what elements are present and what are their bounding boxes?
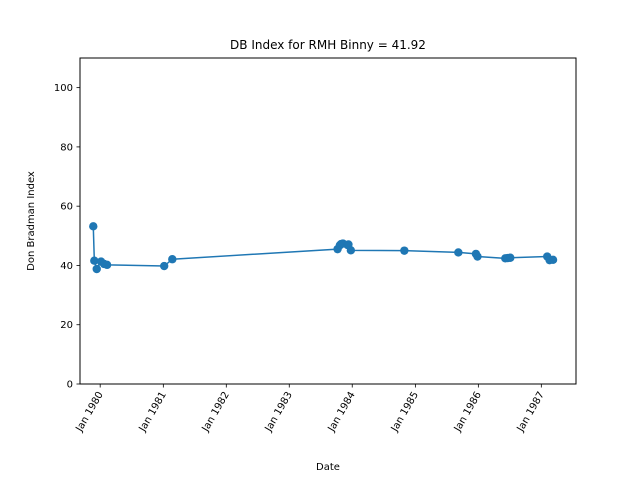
data-point [89,222,98,231]
plot-area [89,222,558,274]
data-point [92,264,101,274]
y-tick-label: 40 [60,261,73,272]
y-tick-label: 100 [54,83,73,94]
data-point [90,256,99,265]
y-tick-label: 0 [67,380,73,391]
chart-title: DB Index for RMH Binny = 41.92 [230,38,426,52]
data-point [102,260,112,270]
data-point [168,255,177,264]
data-point [473,252,482,261]
data-point [506,253,515,262]
data-point [346,246,356,255]
y-tick-label: 60 [60,202,73,213]
y-tick-label: 20 [60,320,73,331]
x-axis-label: Date [316,462,340,473]
data-point [400,246,409,255]
y-axis-label: Don Bradman Index [26,171,37,271]
data-point [548,255,558,265]
data-point [159,261,169,271]
y-tick-label: 80 [60,142,73,153]
plot-frame [79,57,577,385]
y-axis-ticks: 0 20 40 60 80 100 [54,83,80,391]
data-point [454,248,463,257]
